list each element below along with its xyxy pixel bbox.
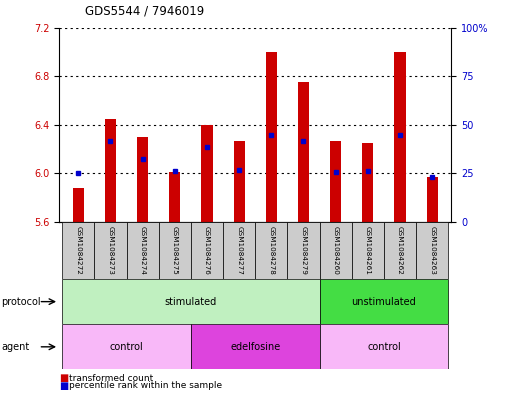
Bar [73, 188, 84, 222]
Bar [320, 222, 352, 279]
Bar [362, 143, 373, 222]
Bar [127, 222, 159, 279]
Bar [169, 172, 181, 222]
Text: stimulated: stimulated [165, 297, 217, 307]
Bar [62, 279, 320, 324]
Bar [255, 222, 287, 279]
Bar [384, 222, 416, 279]
Bar [223, 222, 255, 279]
Text: GSM1084276: GSM1084276 [204, 226, 210, 275]
Bar [266, 52, 277, 222]
Text: edelfosine: edelfosine [230, 342, 280, 352]
Text: agent: agent [1, 342, 29, 352]
Text: ■: ■ [59, 373, 68, 383]
Text: GDS5544 / 7946019: GDS5544 / 7946019 [85, 5, 204, 18]
Bar [159, 222, 191, 279]
Text: GSM1084275: GSM1084275 [172, 226, 178, 275]
Text: GSM1084260: GSM1084260 [332, 226, 339, 275]
Bar [62, 324, 191, 369]
Bar [62, 222, 94, 279]
Bar [416, 222, 448, 279]
Bar [94, 222, 127, 279]
Text: GSM1084272: GSM1084272 [75, 226, 81, 275]
Bar [426, 177, 438, 222]
Bar [233, 141, 245, 222]
Bar [201, 125, 212, 222]
Text: GSM1084278: GSM1084278 [268, 226, 274, 275]
Text: percentile rank within the sample: percentile rank within the sample [69, 382, 222, 390]
Text: GSM1084262: GSM1084262 [397, 226, 403, 275]
Text: GSM1084263: GSM1084263 [429, 226, 435, 275]
Bar [105, 119, 116, 222]
Text: GSM1084261: GSM1084261 [365, 226, 371, 275]
Bar [320, 279, 448, 324]
Bar [298, 82, 309, 222]
Bar [191, 324, 320, 369]
Text: control: control [367, 342, 401, 352]
Text: transformed count: transformed count [69, 374, 153, 382]
Text: GSM1084279: GSM1084279 [301, 226, 306, 275]
Bar [137, 137, 148, 222]
Text: unstimulated: unstimulated [351, 297, 416, 307]
Text: GSM1084274: GSM1084274 [140, 226, 146, 275]
Bar [287, 222, 320, 279]
Text: ■: ■ [59, 381, 68, 391]
Bar [330, 141, 341, 222]
Text: control: control [110, 342, 144, 352]
Bar [352, 222, 384, 279]
Bar [320, 324, 448, 369]
Bar [394, 52, 406, 222]
Text: protocol: protocol [1, 297, 41, 307]
Bar [191, 222, 223, 279]
Text: GSM1084277: GSM1084277 [236, 226, 242, 275]
Text: GSM1084273: GSM1084273 [107, 226, 113, 275]
